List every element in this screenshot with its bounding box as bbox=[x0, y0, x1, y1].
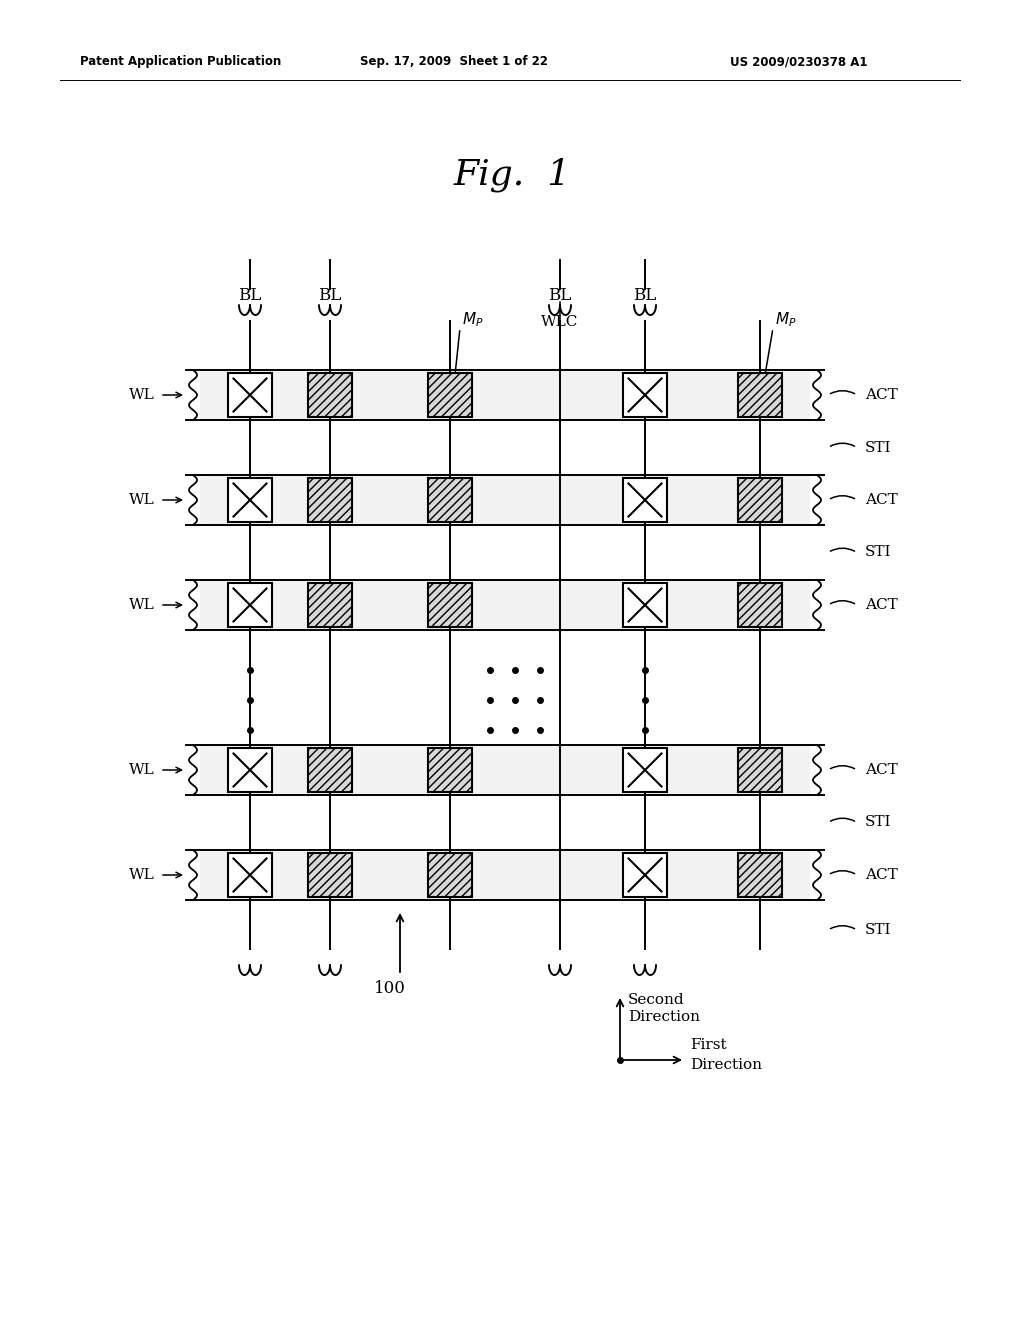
Bar bbox=[308, 853, 352, 898]
Bar bbox=[810, 578, 826, 632]
Text: ACT: ACT bbox=[865, 869, 898, 882]
Bar bbox=[810, 473, 826, 527]
Text: ACT: ACT bbox=[865, 492, 898, 507]
Text: US 2009/0230378 A1: US 2009/0230378 A1 bbox=[730, 55, 867, 69]
Bar bbox=[184, 473, 200, 527]
Bar bbox=[308, 478, 352, 521]
Bar bbox=[428, 748, 472, 792]
Bar bbox=[428, 853, 472, 898]
Text: Direction: Direction bbox=[690, 1059, 762, 1072]
Bar bbox=[184, 578, 200, 632]
Text: ACT: ACT bbox=[865, 598, 898, 612]
Text: ACT: ACT bbox=[865, 388, 898, 403]
Bar bbox=[738, 583, 782, 627]
Bar bbox=[810, 847, 826, 902]
Text: WL: WL bbox=[129, 388, 155, 403]
Text: WL: WL bbox=[129, 763, 155, 777]
Bar bbox=[428, 374, 472, 417]
Bar bbox=[308, 583, 352, 627]
Bar bbox=[428, 583, 472, 627]
Text: Fig.  1: Fig. 1 bbox=[454, 158, 570, 193]
Bar bbox=[200, 475, 810, 525]
Text: 100: 100 bbox=[374, 979, 406, 997]
Text: STI: STI bbox=[865, 923, 892, 937]
Bar bbox=[623, 583, 667, 627]
Bar bbox=[200, 370, 810, 420]
Bar bbox=[738, 748, 782, 792]
Text: BL: BL bbox=[318, 286, 342, 304]
Bar bbox=[810, 743, 826, 797]
Text: WLC: WLC bbox=[542, 315, 579, 329]
Bar bbox=[200, 579, 810, 630]
Bar bbox=[308, 748, 352, 792]
Bar bbox=[308, 374, 352, 417]
Text: STI: STI bbox=[865, 441, 892, 454]
Bar bbox=[228, 374, 272, 417]
Bar bbox=[623, 478, 667, 521]
Text: Patent Application Publication: Patent Application Publication bbox=[80, 55, 282, 69]
Text: BL: BL bbox=[549, 286, 571, 304]
Text: Second: Second bbox=[628, 993, 685, 1007]
Bar bbox=[228, 853, 272, 898]
Bar bbox=[200, 850, 810, 900]
Bar bbox=[200, 744, 810, 795]
Bar bbox=[228, 748, 272, 792]
Bar bbox=[623, 374, 667, 417]
Text: WL: WL bbox=[129, 492, 155, 507]
Bar bbox=[810, 368, 826, 422]
Text: BL: BL bbox=[634, 286, 656, 304]
Bar bbox=[738, 374, 782, 417]
Bar bbox=[428, 478, 472, 521]
Text: Sep. 17, 2009  Sheet 1 of 22: Sep. 17, 2009 Sheet 1 of 22 bbox=[360, 55, 548, 69]
Text: First: First bbox=[690, 1038, 727, 1052]
Bar bbox=[228, 583, 272, 627]
Bar bbox=[738, 478, 782, 521]
Text: BL: BL bbox=[239, 286, 261, 304]
Bar bbox=[184, 368, 200, 422]
Bar bbox=[184, 847, 200, 902]
Bar bbox=[623, 748, 667, 792]
Text: $M_P$: $M_P$ bbox=[462, 310, 483, 330]
Bar bbox=[228, 478, 272, 521]
Text: STI: STI bbox=[865, 816, 892, 829]
Bar bbox=[623, 853, 667, 898]
Text: STI: STI bbox=[865, 545, 892, 560]
Text: Direction: Direction bbox=[628, 1010, 700, 1024]
Text: ACT: ACT bbox=[865, 763, 898, 777]
Text: $M_P$: $M_P$ bbox=[775, 310, 797, 330]
Bar bbox=[184, 743, 200, 797]
Text: WL: WL bbox=[129, 869, 155, 882]
Bar bbox=[738, 853, 782, 898]
Text: WL: WL bbox=[129, 598, 155, 612]
